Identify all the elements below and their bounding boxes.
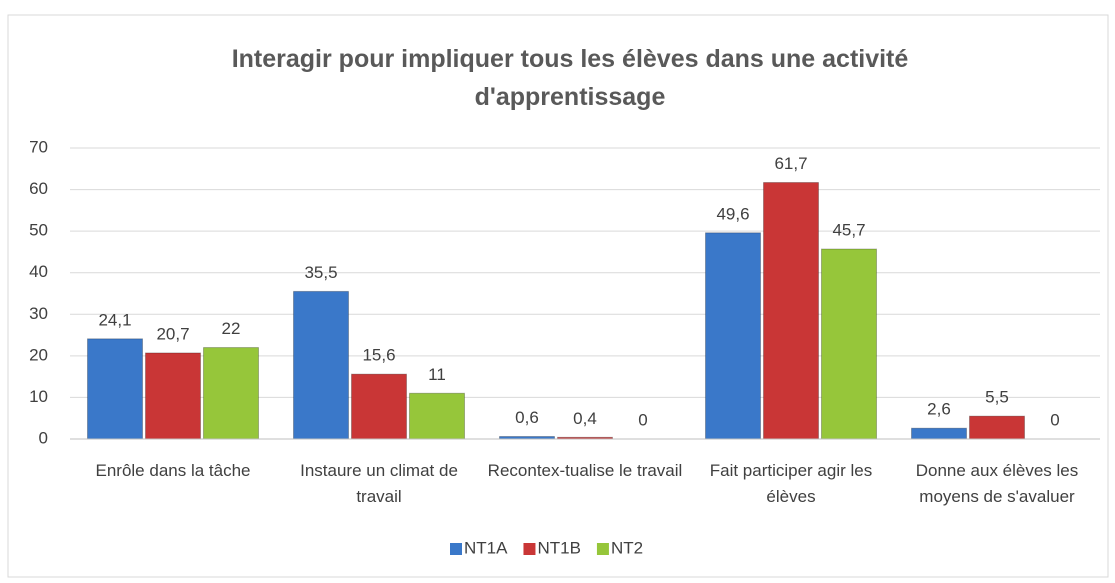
bar <box>203 347 259 440</box>
y-tick-label: 50 <box>29 221 48 240</box>
legend-label: NT1B <box>537 538 580 557</box>
x-tick-label: Recontex-tualise le travail <box>487 461 683 480</box>
data-label: 5,5 <box>985 388 1009 407</box>
bar <box>409 392 465 440</box>
y-tick-label: 40 <box>29 262 48 281</box>
data-label: 20,7 <box>156 324 189 343</box>
data-label: 49,6 <box>716 204 749 223</box>
data-label: 15,6 <box>362 346 395 365</box>
legend-label: NT1A <box>464 538 508 557</box>
bar <box>87 338 143 440</box>
data-label: 24,1 <box>98 310 131 329</box>
legend-swatch <box>596 543 609 555</box>
data-label: 0,4 <box>573 409 597 428</box>
bar <box>351 373 407 440</box>
y-tick-label: 0 <box>39 428 48 447</box>
bar <box>969 415 1025 440</box>
chart-frame <box>7 14 1109 578</box>
y-tick-label: 20 <box>29 345 48 364</box>
legend-label: NT2 <box>611 538 643 557</box>
bar <box>763 182 819 440</box>
x-tick-label: Instaure un climat de travail <box>300 461 458 506</box>
data-label: 2,6 <box>927 400 951 419</box>
y-tick-label: 30 <box>29 304 48 323</box>
data-label: 61,7 <box>774 154 807 173</box>
legend-swatch <box>450 543 462 555</box>
bar <box>911 427 967 440</box>
bar <box>293 290 349 440</box>
x-tick-label: Fait participer agir les élèves <box>709 461 873 506</box>
data-label: 35,5 <box>304 263 337 282</box>
data-label: 45,7 <box>832 221 865 240</box>
x-tick-label: Donne aux élèves les moyens de s'avaluer <box>915 461 1079 506</box>
bar <box>821 248 877 440</box>
x-tick-label: Enrôle dans la tâche <box>95 461 251 480</box>
bar <box>145 352 201 440</box>
legend-swatch <box>523 543 536 555</box>
data-label: 11 <box>428 365 446 384</box>
chart-title: Interagir pour impliquer tous les élèves… <box>231 45 909 111</box>
data-label: 0 <box>638 410 647 429</box>
data-label: 0,6 <box>515 408 539 427</box>
y-tick-label: 70 <box>29 137 48 156</box>
data-label: 22 <box>222 319 241 338</box>
bar <box>705 232 761 440</box>
y-tick-label: 10 <box>29 387 48 406</box>
data-label: 0 <box>1050 410 1059 429</box>
y-tick-label: 60 <box>29 179 48 198</box>
